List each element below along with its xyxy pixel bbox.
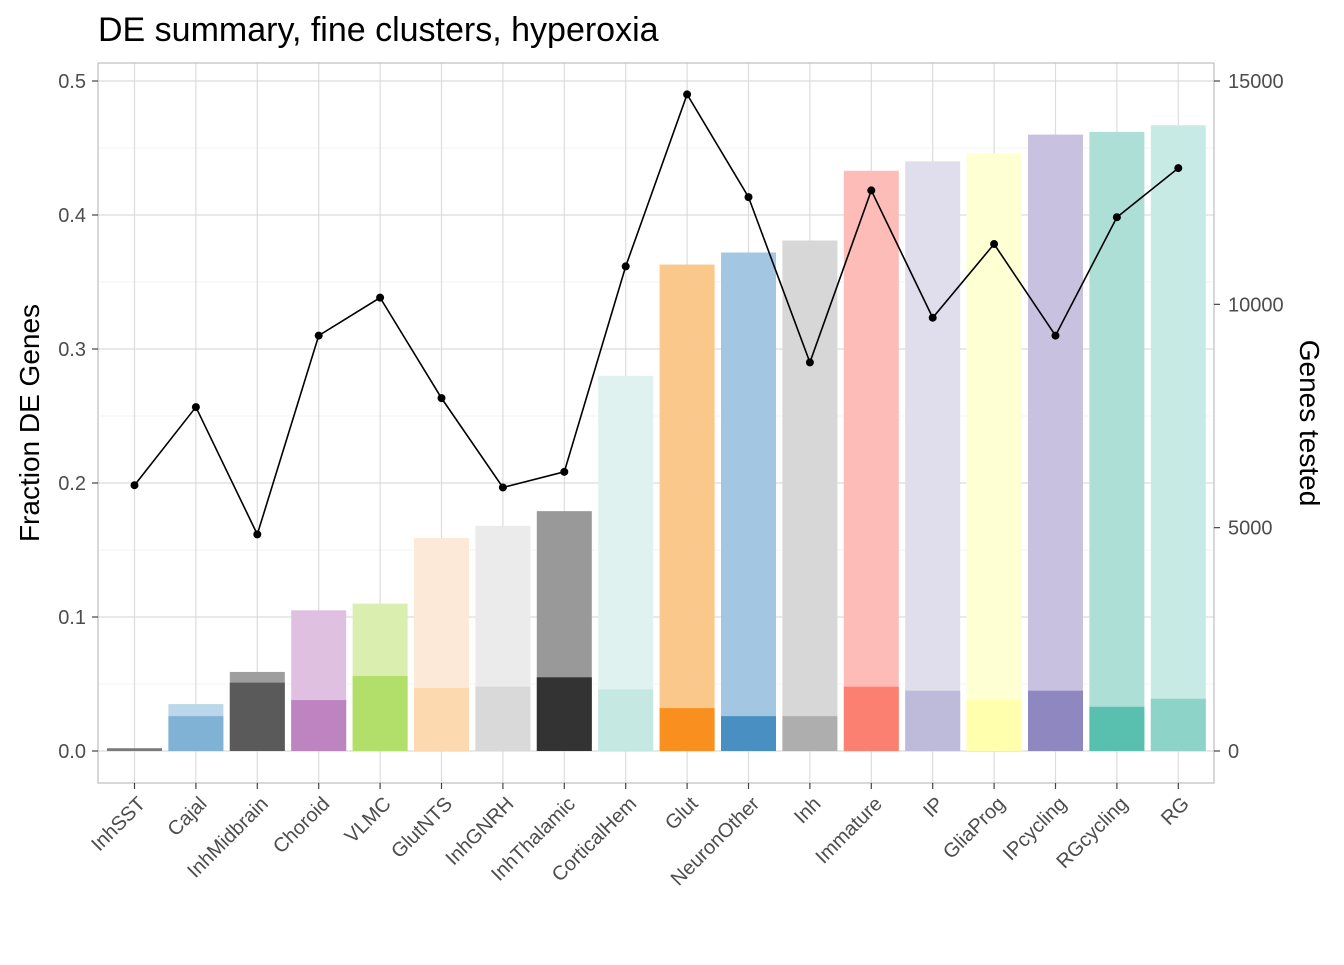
bar-total-NeuronOther (721, 252, 776, 751)
genes-tested-line (130, 90, 1183, 539)
x-tick-label: Inh (790, 793, 825, 828)
bar-subset-VLMC (352, 675, 408, 751)
bar-subset-RG (1150, 698, 1206, 751)
x-tick-label: Choroid (269, 793, 334, 858)
plot-border (97, 62, 1215, 784)
bar-subset-IP (905, 690, 961, 751)
bar-total-RGcycling (1089, 131, 1145, 752)
bar-subset-Choroid (291, 700, 347, 751)
bar-subset-Glut (659, 708, 715, 751)
line-point-GliaProg (990, 240, 999, 249)
bar-total-RG (1150, 125, 1206, 752)
y-right-tick-label: 10000 (1228, 294, 1284, 316)
bar-total-IPcycling (1028, 134, 1083, 752)
y-right-tick-label: 0 (1228, 741, 1239, 763)
bar-total-CorticalHem (598, 375, 654, 751)
y-left-tick-label: 0.5 (58, 71, 86, 93)
bar-subset-GliaProg (966, 700, 1022, 751)
line-point-NeuronOther (744, 193, 753, 202)
line-point-InhGNRH (498, 483, 507, 492)
y-axis-left: 0.0 0.1 0.2 0.3 0.4 0.5 (58, 71, 98, 763)
y-right-tick-label: 15000 (1228, 71, 1284, 93)
bar-total-Inh (782, 240, 838, 751)
line-point-IPcycling (1051, 331, 1060, 340)
bar-subset-InhMidbrain (229, 682, 285, 751)
bars-subset (107, 675, 1206, 751)
line-point-RG (1174, 164, 1183, 173)
bar-subset-Inh (782, 716, 838, 751)
x-tick-label: Glut (661, 793, 703, 835)
y-axis-right-title: Genes tested (1294, 340, 1325, 507)
y-axis-left-title: Fraction DE Genes (14, 304, 45, 542)
y-axis-right: 0 5000 10000 15000 (1214, 71, 1284, 763)
bar-subset-Cajal (168, 716, 224, 751)
genes-tested-polyline (133, 92, 1179, 537)
line-point-GlutNTS (437, 394, 446, 403)
bar-total-IP (905, 161, 961, 751)
y-left-tick-label: 0.4 (58, 205, 86, 227)
bar-subset-Immature (843, 686, 899, 751)
line-point-Glut (683, 90, 692, 99)
x-tick-label: InhSST (87, 793, 150, 856)
line-point-Inh (805, 358, 814, 367)
bar-subset-IPcycling (1028, 690, 1083, 751)
bar-subset-CorticalHem (598, 689, 654, 751)
bar-subset-NeuronOther (721, 716, 776, 751)
bar-subset-InhThalamic (536, 677, 592, 751)
bar-total-Immature (843, 170, 899, 751)
line-point-InhThalamic (560, 467, 569, 476)
y-left-tick-label: 0.3 (58, 339, 86, 361)
y-right-tick-label: 5000 (1228, 518, 1273, 540)
bar-subset-InhSST (107, 748, 162, 751)
bar-subset-InhGNRH (475, 686, 531, 751)
line-point-Immature (867, 186, 876, 195)
x-tick-label: RG (1157, 793, 1194, 830)
line-point-IP (928, 313, 937, 322)
chart-title: DE summary, fine clusters, hyperoxia (98, 11, 659, 49)
y-left-tick-label: 0.1 (58, 607, 86, 629)
bar-subset-RGcycling (1089, 706, 1145, 751)
line-point-Cajal (191, 403, 200, 412)
x-tick-label: Cajal (164, 793, 212, 841)
bar-subset-GlutNTS (414, 688, 469, 751)
line-point-InhSST (130, 481, 139, 490)
y-left-tick-label: 0.2 (58, 473, 86, 495)
x-tick-label: VLMC (341, 793, 396, 848)
bar-total-GliaProg (966, 153, 1022, 752)
line-point-Choroid (314, 331, 323, 340)
line-point-InhMidbrain (253, 530, 262, 539)
x-tick-label: IP (919, 793, 948, 822)
y-left-tick-label: 0.0 (58, 741, 86, 763)
line-point-VLMC (376, 293, 385, 302)
x-tick-label: GliaProg (939, 793, 1010, 864)
line-point-CorticalHem (621, 262, 630, 271)
line-point-RGcycling (1112, 213, 1121, 222)
bar-total-Glut (659, 264, 715, 751)
x-tick-label: Immature (812, 793, 887, 868)
